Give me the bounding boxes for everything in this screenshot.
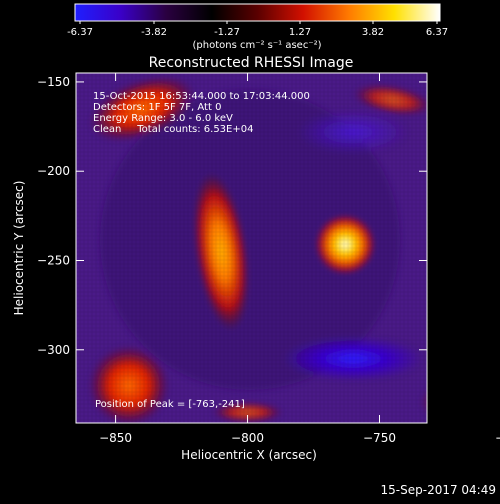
- heatmap-feature-arc-right: [425, 176, 476, 309]
- heatmap-plot: [76, 17, 500, 423]
- info-line-energy: Energy Range: 3.0 - 6.0 keV: [93, 113, 233, 124]
- colorbar-tick-label: 1.27: [289, 27, 311, 38]
- x-tick-label: −800: [231, 431, 264, 445]
- y-tick-label: −200: [37, 164, 70, 178]
- x-tick-label: −850: [99, 431, 132, 445]
- info-line-detectors: Detectors: 1F 5F 7F, Att 0: [93, 102, 221, 113]
- y-tick-label: −250: [37, 254, 70, 268]
- x-tick-label: −700: [495, 431, 500, 445]
- x-tick-label: −750: [363, 431, 396, 445]
- plot-frame: [75, 72, 428, 424]
- colorbar-gradient: [75, 4, 440, 21]
- colorbar-tick-label: -6.37: [67, 27, 93, 38]
- y-tick-label: −300: [37, 343, 70, 357]
- colorbar-tick-label: -3.82: [141, 27, 167, 38]
- y-axis-title: Heliocentric Y (arcsec): [12, 181, 26, 316]
- axis-ticks: −850 −800 −750 −700 −150 −200 −250 −300: [37, 73, 500, 445]
- chart-title: Reconstructed RHESSI Image: [149, 55, 354, 71]
- colorbar: -6.37 -3.82 -1.27 1.27 3.82 6.37 (photons cm⁻…: [67, 3, 448, 51]
- timestamp: 15-Sep-2017 04:49: [381, 483, 496, 497]
- info-line-time: 15-Oct-2015 16:53:44.000 to 17:03:44.000: [93, 91, 310, 102]
- heatmap-feature-ring-fragment: [420, 370, 427, 419]
- pixel-grid: [76, 73, 427, 423]
- colorbar-tick-label: 6.37: [426, 27, 448, 38]
- colorbar-unit-label: (photons cm⁻² s⁻¹ asec⁻²): [192, 40, 321, 51]
- colorbar-tick-label: 3.82: [362, 27, 384, 38]
- info-block: 15-Oct-2015 16:53:44.000 to 17:03:44.000…: [93, 91, 310, 135]
- info-line-clean: Clean Total counts: 6.53E+04: [93, 124, 253, 135]
- heatmap-feature-ring-right-edge: [472, 17, 500, 326]
- y-tick-label: −150: [37, 75, 70, 89]
- colorbar-tick-label: -1.27: [214, 27, 240, 38]
- peak-position-label: Position of Peak = [-763,-241]: [95, 399, 245, 410]
- x-axis-title: Heliocentric X (arcsec): [181, 448, 317, 462]
- colorbar-frame: [74, 3, 441, 22]
